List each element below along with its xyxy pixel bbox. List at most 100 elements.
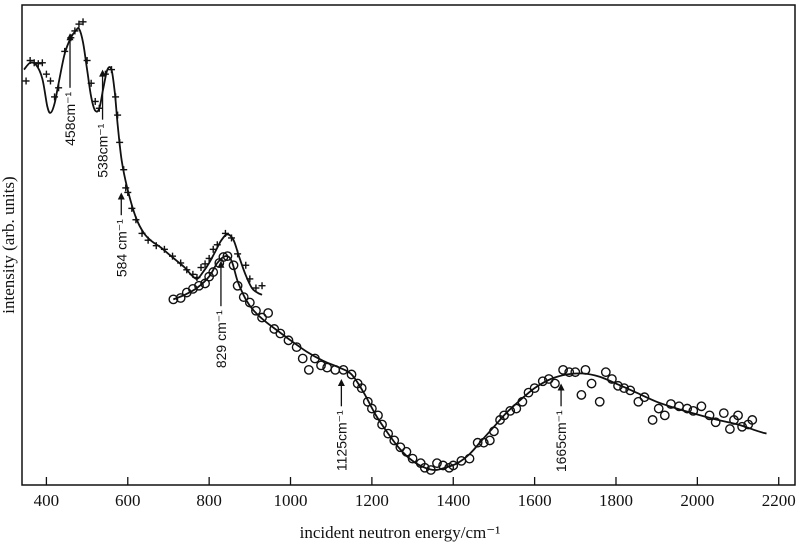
circle-point-2 — [175, 293, 186, 303]
plus-point-3 — [30, 59, 38, 67]
peak-annotations: 458cm⁻¹ 538cm⁻¹ 584 cm⁻¹ 829 cm⁻¹ 1125cm⁻¹ 16… — [62, 33, 569, 472]
circle-point-58 — [511, 403, 522, 414]
circle-point-13 — [232, 280, 243, 291]
annotation-arrow-head — [117, 192, 125, 200]
x-tick-label-400: 400 — [34, 491, 60, 510]
peak-annotation-5: 1125cm⁻¹ — [333, 379, 349, 471]
circle-point-84 — [682, 403, 693, 414]
circle-point-67 — [570, 367, 581, 378]
circle-point-8 — [208, 267, 219, 277]
circle-point-35 — [373, 410, 383, 421]
x-tick-label-1600: 1600 — [518, 491, 552, 510]
plus-point-2 — [26, 57, 34, 64]
circle-point-56 — [499, 410, 510, 421]
circle-point-1 — [168, 294, 179, 305]
circle-point-10 — [218, 252, 229, 262]
plus-point-10 — [61, 47, 69, 55]
plus-point-36 — [189, 270, 197, 278]
circle-point-22 — [291, 342, 302, 353]
plus-point-39 — [201, 260, 209, 268]
circle-point-50 — [464, 453, 475, 464]
circle-point-72 — [600, 367, 611, 378]
circle-point-85 — [688, 405, 699, 416]
circle-point-88 — [710, 417, 721, 428]
plus-point-13 — [75, 20, 83, 28]
circle-point-92 — [733, 410, 743, 421]
circle-point-43 — [419, 462, 430, 473]
plus-point-43 — [221, 229, 229, 237]
circle-point-30 — [346, 369, 357, 380]
circle-point-77 — [633, 396, 644, 407]
circle-point-26 — [316, 360, 326, 371]
plus-point-7 — [46, 77, 54, 85]
plus-point-9 — [55, 84, 63, 92]
circle-point-65 — [558, 364, 568, 375]
plus-point-12 — [71, 27, 79, 35]
circle-point-37 — [383, 428, 394, 439]
circle-point-86 — [696, 401, 707, 412]
fitted-curves — [23, 27, 767, 471]
plus-point-38 — [197, 264, 205, 272]
data-points — [22, 18, 758, 475]
annotation-label: 538cm⁻¹ — [95, 123, 111, 177]
circle-point-21 — [283, 335, 294, 346]
plus-point-22 — [114, 111, 122, 119]
plus-point-27 — [128, 204, 136, 212]
annotation-label: 584 cm⁻¹ — [113, 219, 129, 277]
plus-point-32 — [160, 245, 168, 253]
annotation-arrow-head — [217, 260, 225, 268]
plus-point-8 — [51, 93, 59, 101]
circle-point-41 — [407, 453, 418, 464]
circle-point-15 — [244, 297, 255, 308]
circle-point-40 — [401, 446, 412, 457]
x-axis-ticks: 400 600 800 1000 1200 1400 1600 1800 2000 2200 — [34, 477, 796, 510]
plus-point-14 — [79, 18, 87, 26]
peak-annotation-3: 584 cm⁻¹ — [113, 192, 129, 277]
circle-point-68 — [576, 390, 587, 400]
circle-point-28 — [330, 364, 341, 375]
plus-point-28 — [132, 216, 140, 224]
circle-point-48 — [448, 460, 459, 471]
circle-point-62 — [537, 376, 548, 387]
x-tick-label-1400: 1400 — [436, 491, 470, 510]
circle-point-52 — [478, 437, 489, 448]
x-tick-label-800: 800 — [196, 491, 222, 510]
circle-point-32 — [356, 383, 367, 393]
plus-point-4 — [34, 60, 42, 68]
circle-point-16 — [251, 305, 261, 316]
plus-point-40 — [205, 254, 213, 262]
plus-point-26 — [124, 188, 132, 196]
plus-point-20 — [108, 66, 116, 74]
plus-point-30 — [144, 236, 152, 244]
circle-point-53 — [484, 435, 495, 446]
plus-point-34 — [177, 259, 185, 267]
circle-point-54 — [489, 426, 499, 437]
circle-point-80 — [653, 403, 664, 414]
circle-point-73 — [607, 374, 617, 384]
plus-point-37 — [193, 274, 201, 282]
plus-point-45 — [234, 250, 242, 258]
plus-point-21 — [112, 93, 120, 101]
circle-point-25 — [310, 353, 320, 364]
circle-point-18 — [263, 308, 274, 318]
circle-point-19 — [269, 324, 280, 334]
circle-point-59 — [517, 396, 528, 407]
peak-annotation-6: 1665cm⁻¹ — [553, 383, 569, 472]
circle-point-89 — [718, 408, 729, 419]
x-tick-label-600: 600 — [115, 491, 141, 510]
annotation-label: 458cm⁻¹ — [62, 91, 78, 145]
circle-point-11 — [222, 251, 233, 262]
circle-point-29 — [338, 364, 349, 375]
circle-point-81 — [659, 410, 670, 421]
circle-point-95 — [747, 415, 758, 425]
circle-point-70 — [586, 378, 597, 389]
plus-point-23 — [116, 138, 124, 146]
plus-point-6 — [42, 70, 50, 78]
plus-point-35 — [183, 266, 191, 274]
plus-point-15 — [83, 57, 91, 64]
circle-point-36 — [377, 419, 387, 430]
circle-point-12 — [228, 260, 239, 271]
x-axis-title: incident neutron energy/cm⁻¹ — [300, 523, 501, 542]
circle-point-63 — [543, 374, 554, 384]
